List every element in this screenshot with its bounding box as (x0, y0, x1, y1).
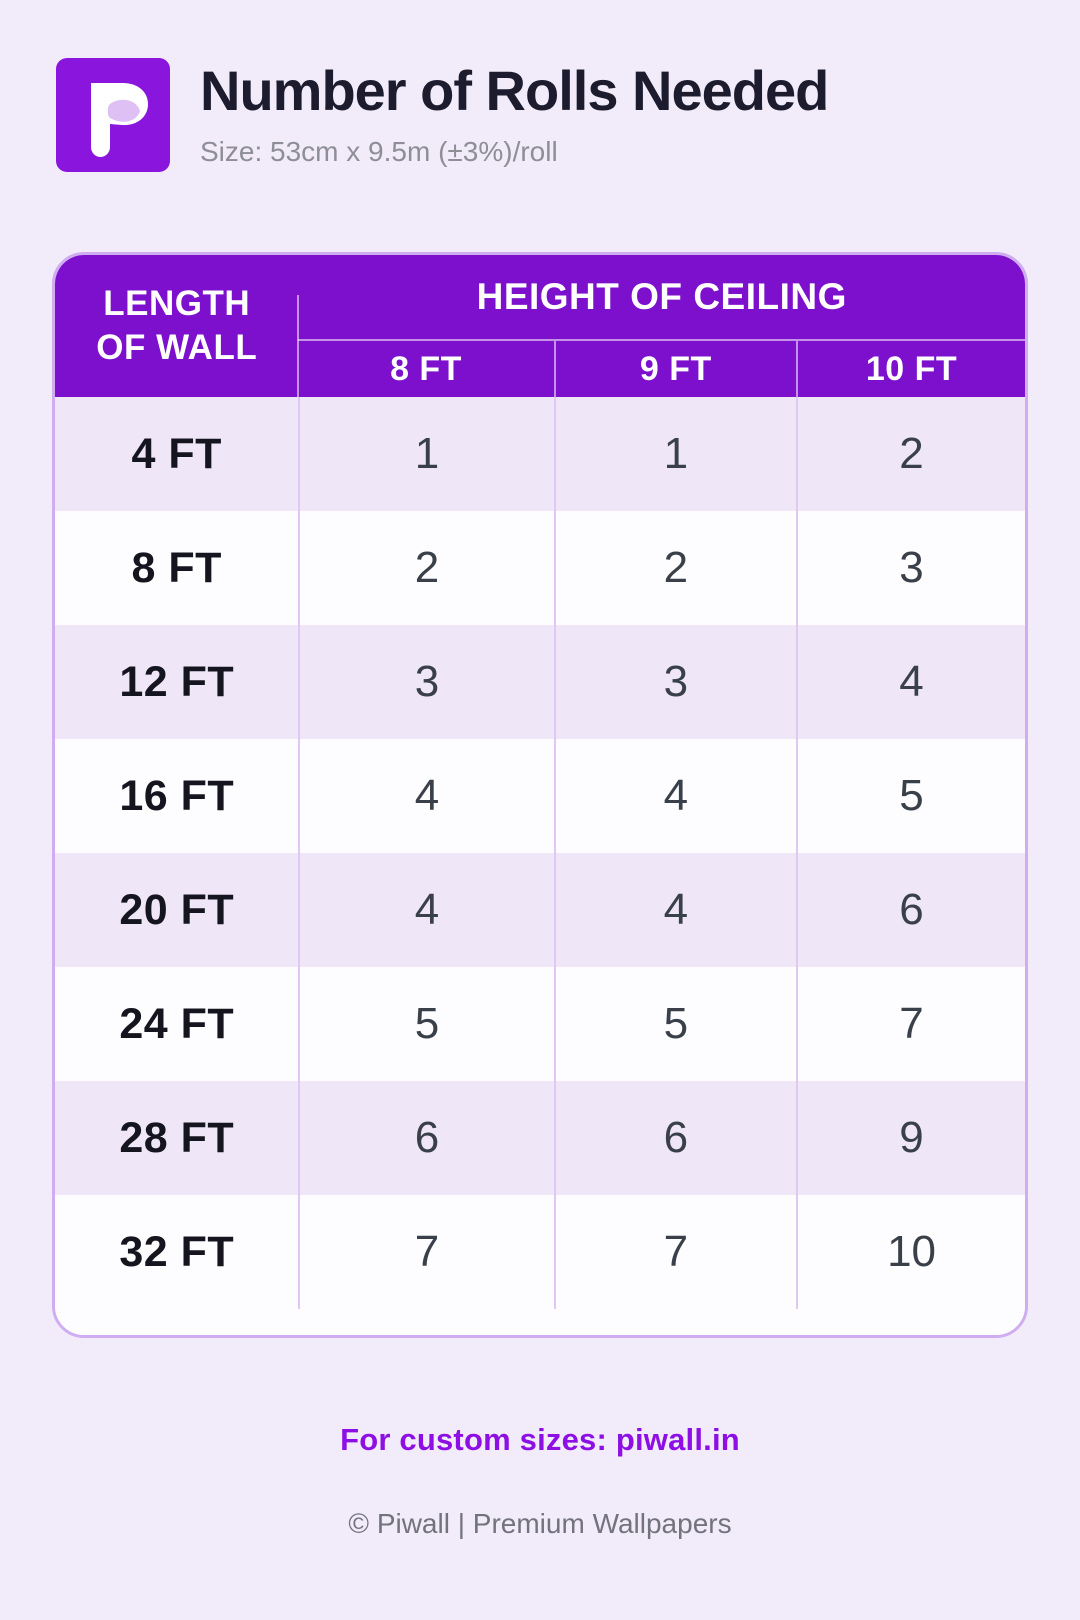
row-value: 9 (796, 1081, 1025, 1195)
row-label: 16 FT (119, 771, 235, 820)
row-value: 3 (553, 625, 797, 739)
row-value: 4 (553, 853, 797, 967)
row-value: 7 (796, 967, 1025, 1081)
col-header-10ft: 10 FT (796, 341, 1025, 397)
row-value: 5 (298, 967, 553, 1081)
row-value: 6 (298, 1081, 553, 1195)
row-value: 3 (796, 511, 1025, 625)
row-value: 2 (553, 511, 797, 625)
row-label: 8 FT (131, 543, 222, 592)
piwall-logo-icon (56, 58, 170, 172)
row-value: 4 (796, 625, 1025, 739)
table-body: 4 FT 1 1 2 8 FT 2 2 3 12 FT 3 3 4 16 FT … (55, 397, 1025, 1309)
table-bottom-spacer (55, 1309, 1025, 1335)
table-header: LENGTH OF WALL HEIGHT OF CEILING 8 FT 9 … (55, 255, 1025, 397)
row-value: 4 (553, 739, 797, 853)
table-row: 24 FT 5 5 7 (55, 967, 1025, 1081)
table-row: 12 FT 3 3 4 (55, 625, 1025, 739)
row-label: 20 FT (119, 885, 235, 934)
row-value: 4 (298, 853, 553, 967)
header: Number of Rolls Needed Size: 53cm x 9.5m… (0, 0, 1080, 172)
row-value: 1 (553, 397, 797, 511)
page-title: Number of Rolls Needed (200, 59, 829, 122)
table-row: 16 FT 4 4 5 (55, 739, 1025, 853)
rolls-table-card: LENGTH OF WALL HEIGHT OF CEILING 8 FT 9 … (52, 252, 1028, 1338)
page-subtitle: Size: 53cm x 9.5m (±3%)/roll (200, 135, 558, 167)
row-label: 24 FT (119, 999, 235, 1048)
row-value: 10 (796, 1195, 1025, 1309)
row-label: 4 FT (131, 429, 222, 478)
heading-block: Number of Rolls Needed Size: 53cm x 9.5m… (200, 58, 829, 168)
col-header-9ft: 9 FT (553, 341, 797, 397)
row-value: 6 (796, 853, 1025, 967)
row-value: 3 (298, 625, 553, 739)
row-label: 28 FT (119, 1113, 235, 1162)
table-row: 32 FT 7 7 10 (55, 1195, 1025, 1309)
row-label: 32 FT (119, 1227, 235, 1276)
col-header-8ft: 8 FT (390, 349, 462, 388)
col-group-header-height-of-ceiling: HEIGHT OF CEILING (298, 255, 1025, 341)
row-label: 12 FT (119, 657, 235, 706)
piwall-logo (56, 58, 170, 172)
row-value: 5 (553, 967, 797, 1081)
row-value: 2 (298, 511, 553, 625)
table-row: 28 FT 6 6 9 (55, 1081, 1025, 1195)
row-value: 5 (796, 739, 1025, 853)
row-value: 2 (796, 397, 1025, 511)
custom-sizes-note: For custom sizes: piwall.in (340, 1422, 740, 1457)
copyright-text: © Piwall | Premium Wallpapers (348, 1508, 732, 1539)
col-header-length-of-wall: LENGTH OF WALL (55, 255, 300, 397)
row-value: 1 (298, 397, 553, 511)
table-row: 4 FT 1 1 2 (55, 397, 1025, 511)
row-value: 4 (298, 739, 553, 853)
row-value: 7 (298, 1195, 553, 1309)
row-value: 6 (553, 1081, 797, 1195)
table-row: 20 FT 4 4 6 (55, 853, 1025, 967)
row-value: 7 (553, 1195, 797, 1309)
footer: For custom sizes: piwall.in © Piwall | P… (0, 1422, 1080, 1540)
table-row: 8 FT 2 2 3 (55, 511, 1025, 625)
